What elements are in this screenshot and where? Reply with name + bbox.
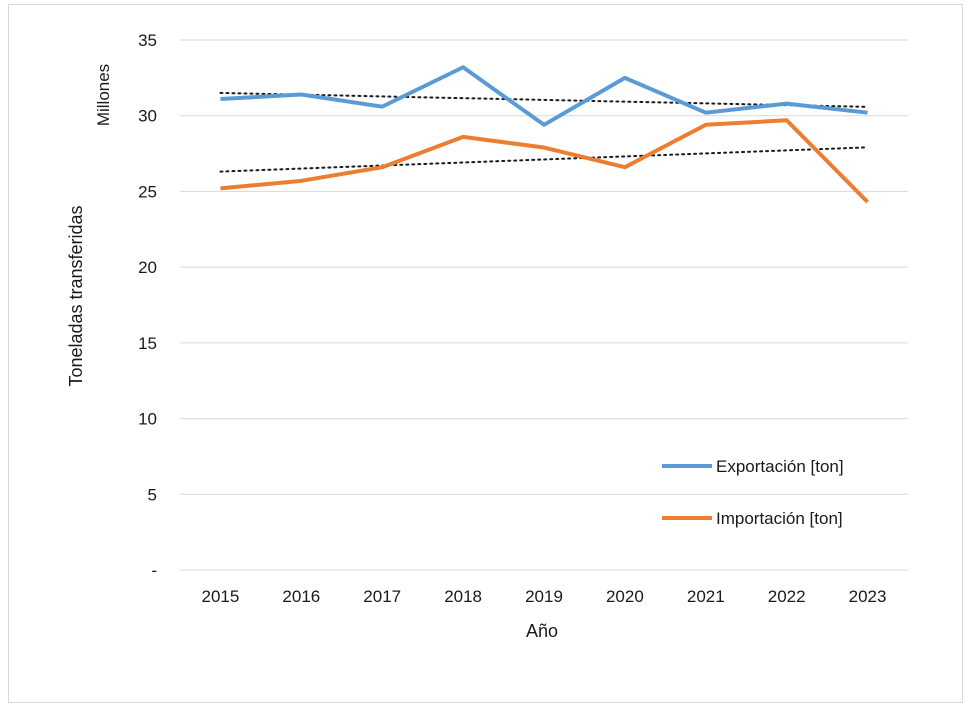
x-tick-label: 2017 — [363, 587, 401, 606]
x-axis-label: Año — [526, 621, 558, 641]
x-tick-label: 2021 — [687, 587, 725, 606]
gridlines — [180, 39, 908, 571]
y-tick-labels: - 5 10 15 20 25 30 35 — [138, 31, 157, 580]
y-tick-label: 30 — [138, 107, 157, 126]
x-tick-labels: 2015 2016 2017 2018 2019 2020 2021 2022 2023 — [202, 587, 887, 606]
x-tick-label: 2020 — [606, 587, 644, 606]
y-tick-label: 35 — [138, 31, 157, 50]
x-tick-label: 2019 — [525, 587, 563, 606]
legend-label-importacion: Importación [ton] — [716, 509, 843, 528]
y-axis-label: Toneladas transferidas — [66, 205, 86, 386]
y-tick-label: 20 — [138, 258, 157, 277]
y-tick-label: 15 — [138, 334, 157, 353]
x-tick-label: 2018 — [444, 587, 482, 606]
y-tick-label: 25 — [138, 182, 157, 201]
trendline — [219, 91, 869, 108]
chart-frame — [8, 4, 963, 703]
legend-label-exportacion: Exportación [ton] — [716, 457, 844, 476]
trendlines — [219, 91, 869, 173]
y-tick-label: - — [151, 561, 157, 580]
x-tick-label: 2016 — [282, 587, 320, 606]
trendline — [219, 146, 869, 173]
series-line — [220, 118, 869, 204]
legend: Exportación [ton] Importación [ton] — [662, 457, 844, 528]
y-tick-label: 10 — [138, 410, 157, 429]
y-tick-label: 5 — [148, 485, 157, 504]
data-series — [220, 65, 869, 204]
y-unit-label: Millones — [94, 64, 113, 126]
x-tick-label: 2015 — [202, 587, 240, 606]
x-tick-label: 2023 — [849, 587, 887, 606]
x-tick-label: 2022 — [768, 587, 806, 606]
